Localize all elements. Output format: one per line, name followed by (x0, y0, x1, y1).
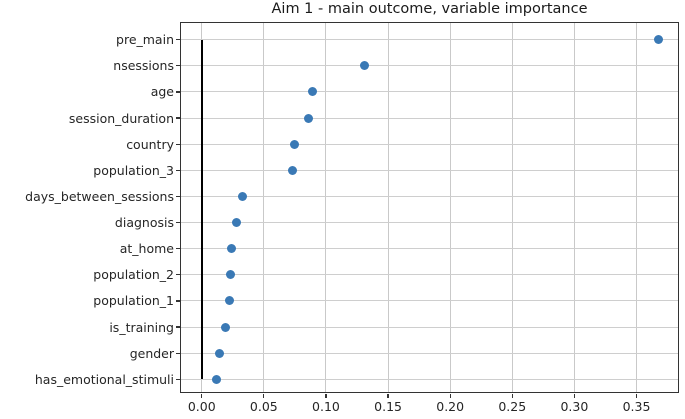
y-gridline (181, 169, 678, 171)
x-tick-label: 0.35 (622, 399, 651, 414)
data-point (654, 35, 664, 45)
y-tick-mark (175, 300, 180, 302)
y-gridline (181, 195, 678, 197)
y-gridline (181, 222, 678, 224)
y-tick-label: population_1 (93, 293, 174, 309)
y-tick-label: country (126, 136, 174, 152)
y-tick-mark (175, 221, 180, 224)
x-gridline (449, 23, 451, 392)
data-point (220, 322, 230, 332)
y-tick-mark (175, 378, 180, 380)
x-tick-label: 0.20 (436, 399, 465, 414)
x-gridline (263, 23, 265, 392)
y-tick-label: has_emotional_stimuli (34, 371, 174, 387)
y-tick-label: diagnosis (114, 215, 174, 231)
x-tick-mark (449, 394, 451, 398)
y-gridline (181, 117, 678, 119)
x-tick-label: 0.25 (498, 399, 527, 414)
x-gridline (387, 23, 389, 392)
y-gridline (181, 39, 678, 41)
x-tick-label: 0.15 (374, 399, 402, 414)
x-tick-label: 0.10 (312, 399, 340, 414)
x-tick-mark (201, 394, 203, 398)
x-tick-mark (325, 394, 327, 398)
y-tick-label: is_training (109, 319, 174, 335)
data-point (212, 374, 222, 384)
y-tick-mark (175, 326, 180, 328)
y-tick-label: session_duration (68, 110, 174, 126)
y-gridline (181, 143, 678, 145)
y-gridline (181, 91, 678, 93)
data-point (287, 165, 297, 175)
y-tick-mark (175, 91, 180, 93)
x-tick-mark (635, 394, 638, 398)
y-tick-mark (175, 65, 180, 67)
x-tick-label: 0.30 (560, 399, 589, 414)
y-tick-label: population_3 (93, 162, 174, 178)
data-point (290, 139, 300, 149)
y-tick-mark (175, 169, 180, 171)
x-tick-mark (263, 394, 265, 398)
x-gridline (511, 23, 513, 392)
y-gridline (181, 248, 678, 250)
x-tick-mark (387, 394, 389, 398)
chart-title: Aim 1 - main outcome, variable importanc… (271, 1, 588, 17)
data-point (304, 113, 314, 123)
y-tick-mark (175, 39, 180, 41)
y-tick-mark (175, 274, 180, 276)
y-gridline (181, 65, 678, 67)
x-tick-label: 0.00 (187, 399, 216, 414)
y-tick-mark (175, 143, 180, 145)
data-point (214, 348, 224, 358)
y-tick-label: population_2 (93, 267, 174, 283)
plot-frame (180, 22, 679, 393)
y-gridline (181, 378, 678, 380)
zero-reference-line (200, 39, 203, 380)
y-tick-label: age (150, 84, 174, 100)
y-tick-mark (175, 195, 180, 198)
y-gridline (181, 326, 678, 328)
data-point (359, 61, 369, 71)
data-point (232, 218, 242, 228)
y-tick-label: gender (129, 345, 174, 361)
y-tick-mark (175, 352, 180, 354)
y-tick-label: at_home (119, 241, 174, 257)
data-point (307, 87, 317, 97)
x-gridline (573, 23, 575, 392)
y-tick-label: pre_main (116, 32, 174, 48)
y-gridline (181, 274, 678, 276)
x-tick-mark (573, 394, 575, 398)
data-point (227, 244, 237, 254)
data-point (225, 270, 235, 280)
y-tick-mark (175, 248, 180, 250)
y-tick-mark (175, 117, 180, 119)
x-gridline (636, 23, 637, 392)
x-tick-mark (511, 394, 513, 398)
y-tick-label: days_between_sessions (25, 188, 174, 204)
y-gridline (181, 300, 678, 302)
data-point (224, 296, 234, 306)
x-tick-label: 0.05 (249, 399, 278, 414)
x-gridline (325, 23, 327, 392)
y-gridline (181, 352, 678, 354)
data-point (238, 191, 248, 201)
y-tick-label: nsessions (113, 58, 174, 74)
